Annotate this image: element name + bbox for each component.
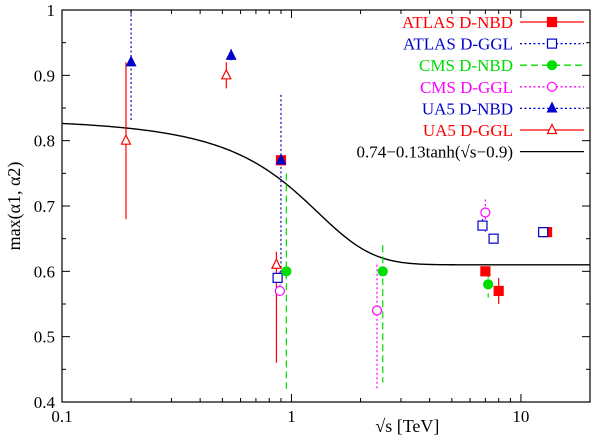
legend-label: UA5 D-NBD — [422, 99, 513, 118]
data-point — [493, 285, 504, 297]
legend-label: UA5 D-GGL — [423, 121, 513, 140]
marker-layer — [120, 48, 553, 316]
legend-swatch-marker — [546, 60, 558, 71]
legend-label: CMS D-GGL — [420, 78, 513, 97]
data-point — [125, 55, 137, 67]
x-axis-label: √s [TeV] — [375, 416, 439, 436]
tick-layer — [61, 9, 590, 403]
data-point — [275, 153, 287, 165]
legend-label: 0.74−0.13tanh(√s−0.9) — [357, 143, 513, 162]
y-tick-label: 0.4 — [34, 393, 56, 412]
data-point — [371, 305, 383, 316]
y-tick-label: 0.5 — [34, 328, 55, 347]
y-tick-label: 0.9 — [34, 66, 55, 85]
legend-label: CMS D-NBD — [419, 56, 513, 75]
data-point — [488, 233, 499, 244]
legend-swatch-marker — [546, 38, 558, 49]
data-point — [538, 227, 549, 238]
data-point — [220, 68, 232, 80]
data-point — [480, 266, 491, 277]
data-point — [477, 220, 488, 231]
y-tick-label: 0.6 — [34, 262, 55, 281]
legend-swatch-marker — [546, 123, 558, 135]
data-point — [274, 285, 285, 297]
legend-swatch-marker — [546, 16, 558, 28]
legend-label: ATLAS D-GGL — [403, 35, 513, 54]
legend-label: ATLAS D-NBD — [402, 13, 513, 32]
data-point — [120, 133, 132, 145]
data-point — [377, 266, 388, 277]
y-tick-label: 1 — [47, 1, 56, 20]
data-point — [483, 279, 494, 290]
data-point — [225, 48, 237, 60]
y-axis-label: max(α1, α2) — [4, 162, 25, 251]
y-tick-label: 0.7 — [34, 197, 56, 216]
data-point — [270, 257, 282, 269]
data-point — [272, 272, 283, 283]
y-tick-label: 0.8 — [34, 132, 55, 151]
fit-curve-layer — [61, 122, 590, 266]
tick-label-layer: 0.1 1 10 0.4 0.5 0.6 0.7 0.8 0.9 1 — [34, 1, 530, 426]
legend-swatch-marker — [546, 101, 558, 113]
legend: ATLAS D-NBD ATLAS D-GGL CMS D-NBD CMS D-GGL… — [357, 13, 584, 162]
x-tick-label: 10 — [512, 407, 529, 426]
x-tick-label: 1 — [287, 407, 296, 426]
legend-swatch-marker — [546, 81, 558, 92]
x-tick-label: 0.1 — [51, 407, 72, 426]
data-point — [480, 207, 491, 218]
fit-curve — [61, 122, 590, 266]
data-point — [281, 266, 292, 277]
